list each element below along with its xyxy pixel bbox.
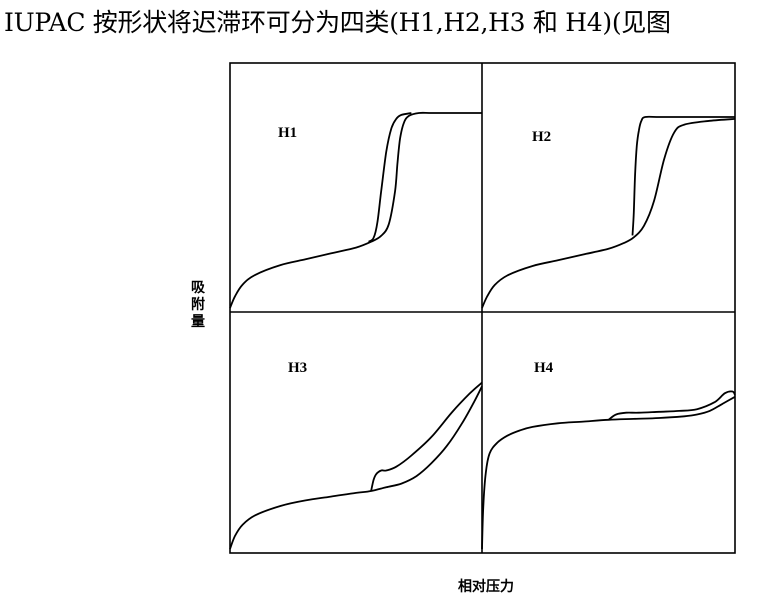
panel-label-h2: H2 <box>532 129 551 145</box>
curve-h4-adsorption <box>481 396 736 550</box>
curve-h3-desorption <box>370 381 483 492</box>
panel-label-h4: H4 <box>534 360 554 376</box>
curve-h2-adsorption <box>481 118 736 309</box>
curve-h4-desorption <box>607 390 736 421</box>
panel-label-h3: H3 <box>288 360 307 376</box>
chart-curves <box>229 111 736 550</box>
y-axis-label-char: 吸 <box>191 280 206 296</box>
curve-h2-desorption <box>631 115 735 236</box>
y-axis-label-char: 量 <box>191 314 205 330</box>
y-axis-label-char: 附 <box>191 296 205 313</box>
curve-h1-adsorption <box>229 111 482 309</box>
curve-h1-desorption <box>368 112 412 243</box>
x-axis-label: 相对压力 <box>458 578 514 595</box>
y-axis-label: 吸附量 <box>191 280 206 330</box>
caption-text: IUPAC 按形状将迟滞环可分为四类(H1,H2,H3 和 H4)(见图 <box>4 8 671 37</box>
curve-h3-adsorption <box>229 385 483 550</box>
panel-label-h1: H1 <box>278 125 297 141</box>
